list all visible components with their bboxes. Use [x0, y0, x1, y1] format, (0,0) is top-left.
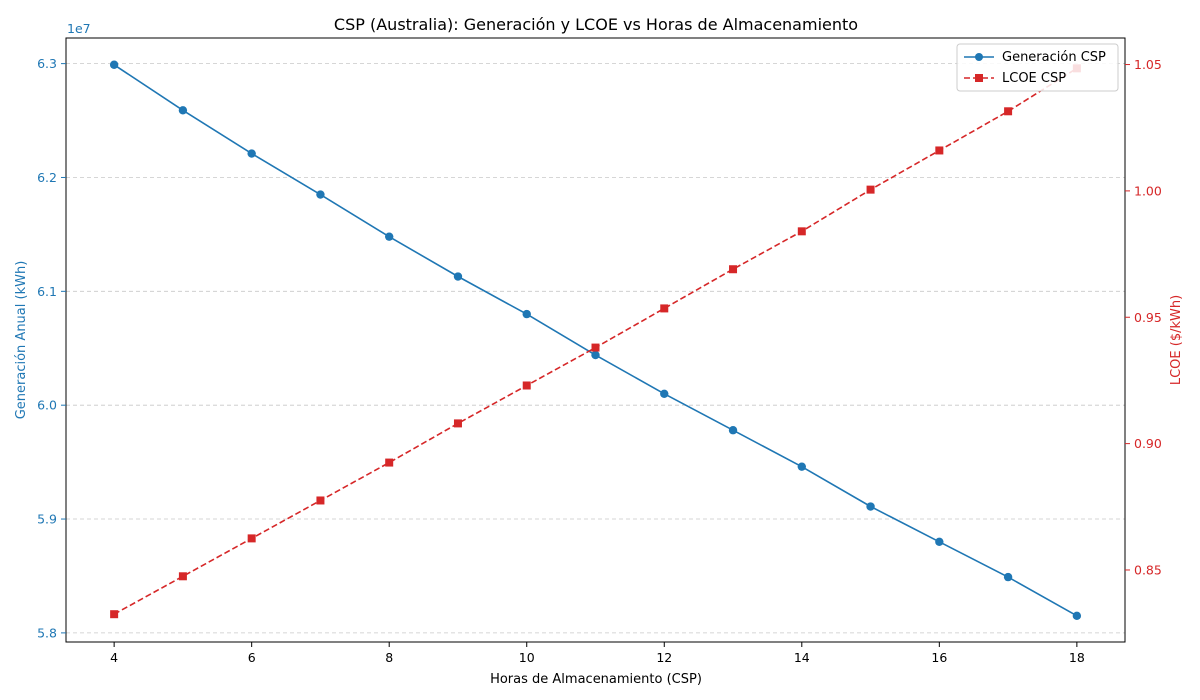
data-point-lcoe — [110, 610, 119, 619]
x-tick-label: 4 — [110, 650, 118, 665]
y-left-tick-label: 6.3 — [37, 56, 57, 71]
data-point-generacion — [247, 149, 256, 158]
y-axis-label-right: LCOE ($/kWh) — [1169, 295, 1184, 385]
y-right-tick-label: 1.00 — [1134, 183, 1162, 198]
y-left-tick-label: 6.2 — [37, 170, 57, 185]
y-right-tick-label: 0.95 — [1134, 310, 1162, 325]
data-point-lcoe — [935, 146, 944, 155]
data-point-lcoe — [247, 534, 256, 543]
data-point-lcoe — [729, 265, 738, 274]
x-tick-label: 6 — [248, 650, 256, 665]
data-point-generacion — [866, 502, 875, 511]
data-point-generacion — [316, 190, 325, 199]
data-point-generacion — [453, 272, 463, 281]
legend-label-generacion: Generación CSP — [1002, 50, 1106, 65]
data-point-lcoe — [660, 304, 669, 313]
data-point-generacion — [385, 232, 394, 241]
x-tick-label: 18 — [1069, 650, 1085, 665]
x-axis-label: Horas de Almacenamiento (CSP) — [490, 672, 702, 687]
data-point-lcoe — [316, 496, 325, 505]
y-right-tick-label: 0.85 — [1134, 562, 1162, 577]
data-point-generacion — [1072, 611, 1082, 621]
data-point-generacion — [935, 537, 944, 547]
data-point-lcoe — [591, 343, 600, 352]
series-layer — [109, 60, 1082, 621]
plot-frame — [65, 37, 1126, 643]
data-point-generacion — [522, 309, 531, 319]
data-point-generacion — [660, 389, 669, 398]
legend-box — [956, 43, 1119, 92]
data-point-generacion — [728, 426, 738, 435]
data-point-lcoe — [385, 458, 394, 467]
x-tick-label: 10 — [519, 650, 535, 665]
data-point-generacion — [1003, 572, 1013, 582]
legend-entry-lcoe: LCOE CSP — [964, 71, 1066, 86]
y-axis-label-left: Generación Anual (kWh) — [14, 261, 29, 420]
legend-label-lcoe: LCOE CSP — [1002, 71, 1066, 86]
y-left-tick-label: 5.9 — [37, 512, 57, 527]
y-left-tick-label: 5.8 — [37, 625, 57, 640]
y-right-tick-label: 1.05 — [1134, 57, 1162, 72]
legend-entry-generacion: Generación CSP — [964, 50, 1106, 65]
data-point-lcoe — [178, 572, 187, 581]
x-tick-label: 12 — [656, 650, 672, 665]
x-tick-label: 16 — [931, 650, 947, 665]
legend-swatch-generacion-marker — [975, 53, 983, 61]
data-point-generacion — [797, 462, 806, 471]
data-point-lcoe — [453, 419, 462, 428]
y-left-tick-label: 6.0 — [37, 398, 57, 413]
legend: Generación CSP LCOE CSP — [956, 43, 1119, 92]
data-point-lcoe — [866, 185, 875, 194]
data-point-lcoe — [522, 381, 531, 390]
x-tick-label: 8 — [385, 650, 393, 665]
y-axis-offset-text: 1e7 — [67, 21, 91, 36]
data-point-generacion — [109, 60, 119, 69]
x-tick-label: 14 — [794, 650, 810, 665]
chart-title: CSP (Australia): Generación y LCOE vs Ho… — [334, 15, 858, 34]
grid-layer — [66, 63, 1125, 634]
data-point-generacion — [591, 350, 600, 360]
y-right-tick-label: 0.90 — [1134, 436, 1162, 451]
data-point-lcoe — [797, 227, 806, 236]
legend-swatch-lcoe-marker — [975, 74, 983, 82]
y-left-tick-label: 6.1 — [37, 284, 57, 299]
axis-layer: 4 6 8 10 12 14 16 18 5.8 5.9 6.0 6.1 6.2 6.3 0.85 0.90 0… — [37, 56, 1162, 665]
data-point-lcoe — [1004, 107, 1013, 116]
data-point-generacion — [178, 106, 188, 115]
